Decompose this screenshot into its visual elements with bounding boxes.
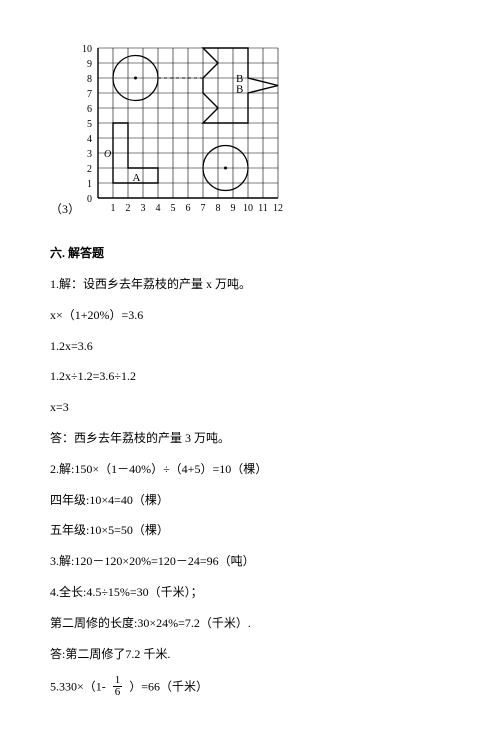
svg-text:7: 7 (87, 89, 92, 100)
svg-text:1: 1 (111, 203, 116, 214)
solution-line: x×（1+20%）=3.6 (50, 307, 450, 324)
solution-line: 5.330×（1- 1 6 ）=66（千米） (50, 676, 450, 699)
svg-text:4: 4 (156, 203, 161, 214)
svg-text:0: 0 (87, 194, 92, 205)
svg-text:2: 2 (87, 164, 92, 175)
solution-line: x=3 (50, 399, 450, 416)
svg-text:A: A (133, 172, 141, 184)
text-fragment: 5.330×（1- (50, 680, 106, 694)
section-title: 六. 解答题 (50, 244, 450, 261)
svg-text:11: 11 (258, 203, 268, 214)
solution-line: 五年级:10×5=50（棵） (50, 522, 450, 539)
solution-line: 3.解:120－120×20%=120－24=96（吨） (50, 553, 450, 570)
diagram-container: （3） 109876543210123456789101112OABB (70, 40, 450, 219)
solution-line: 1.2x=3.6 (50, 338, 450, 355)
svg-text:8: 8 (216, 203, 221, 214)
fraction-denominator: 6 (113, 687, 123, 698)
svg-text:O: O (104, 149, 111, 160)
svg-text:10: 10 (82, 44, 92, 55)
svg-text:6: 6 (87, 104, 92, 115)
svg-text:1: 1 (87, 179, 92, 190)
svg-text:2: 2 (126, 203, 131, 214)
svg-text:12: 12 (273, 203, 283, 214)
svg-text:9: 9 (87, 59, 92, 70)
solution-line: 答：西乡去年荔枝的产量 3 万吨。 (50, 430, 450, 447)
svg-text:3: 3 (87, 149, 92, 160)
solution-line: 2.解:150×（1－40%）÷（4+5）=10（棵） (50, 461, 450, 478)
svg-text:B: B (236, 84, 243, 96)
svg-text:7: 7 (201, 203, 206, 214)
svg-text:5: 5 (171, 203, 176, 214)
solution-line: 1.解：设西乡去年荔枝的产量 x 万吨。 (50, 276, 450, 293)
fraction: 1 6 (113, 675, 123, 698)
text-fragment: ）=66（千米） (129, 680, 208, 694)
svg-text:8: 8 (87, 74, 92, 85)
solution-line: 四年级:10×4=40（棵） (50, 492, 450, 509)
svg-text:9: 9 (231, 203, 236, 214)
solution-line: 1.2x÷1.2=3.6÷1.2 (50, 368, 450, 385)
svg-text:5: 5 (87, 119, 92, 130)
question-label: （3） (50, 200, 80, 217)
grid-diagram: 109876543210123456789101112OABB (70, 40, 295, 215)
solution-line: 答:第二周修了7.2 千米. (50, 646, 450, 663)
svg-text:3: 3 (141, 203, 146, 214)
svg-text:4: 4 (87, 134, 92, 145)
solution-line: 第二周修的长度:30×24%=7.2（千米）. (50, 615, 450, 632)
svg-text:10: 10 (243, 203, 253, 214)
svg-text:6: 6 (186, 203, 191, 214)
solution-line: 4.全长:4.5÷15%=30（千米）； (50, 584, 450, 601)
